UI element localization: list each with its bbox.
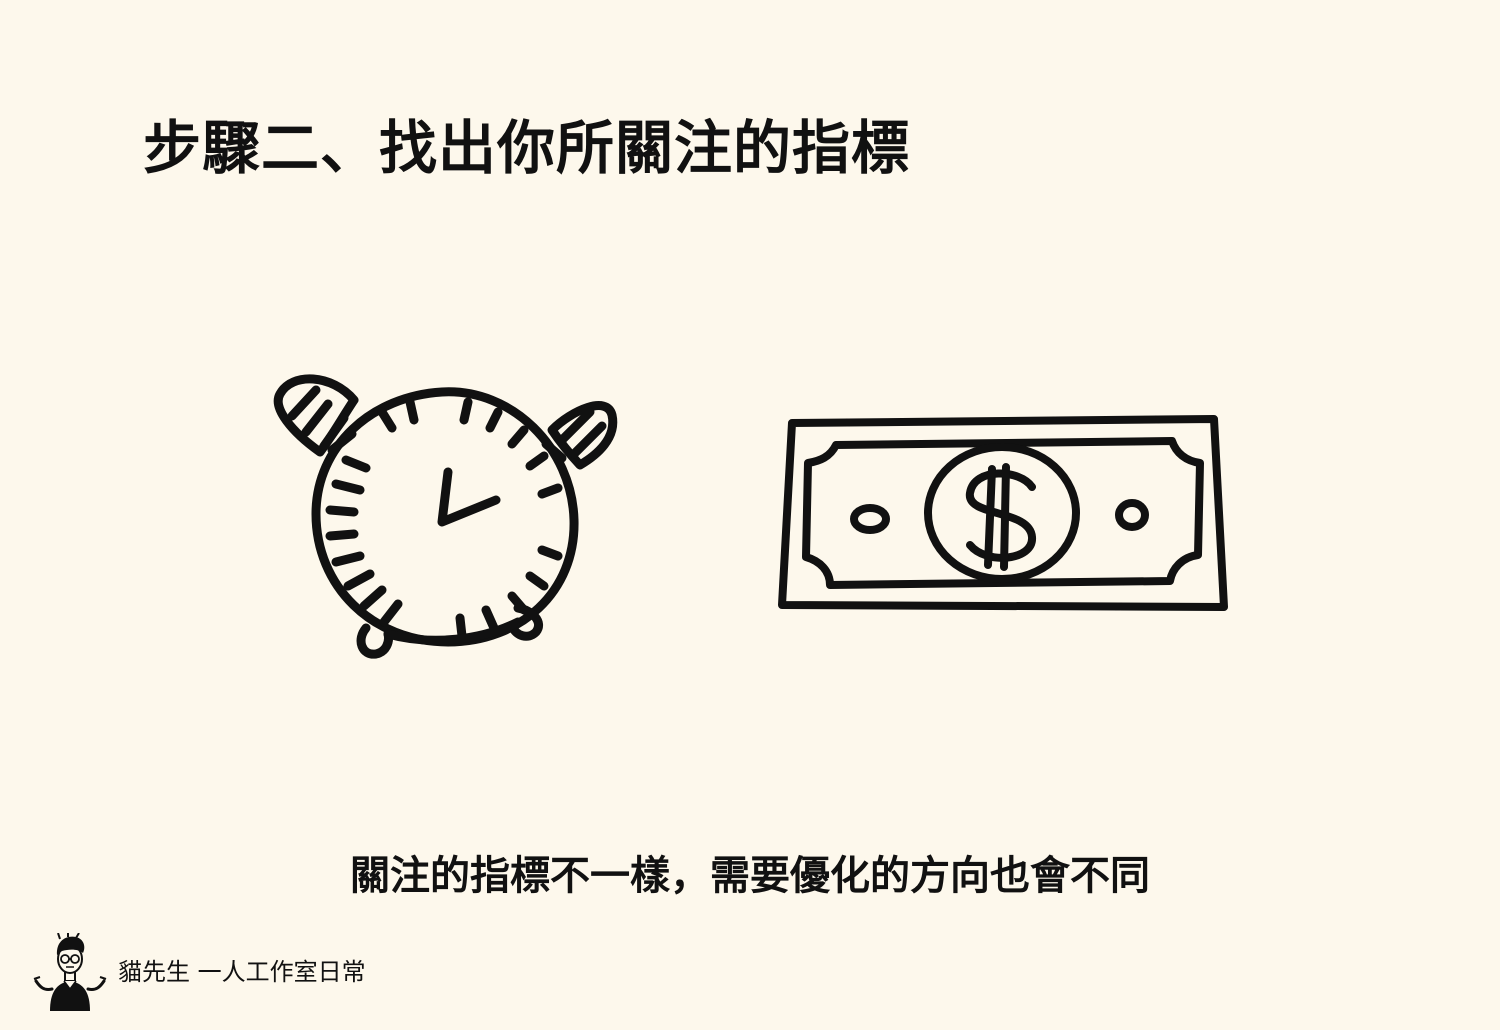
brand-name: 貓先生 一人工作室日常 <box>118 958 366 986</box>
slide-caption: 關注的指標不一樣，需要優化的方向也會不同 <box>350 852 1150 899</box>
dollar-bill-icon <box>778 415 1228 611</box>
slide-title: 步驟二、找出你所關注的指標 <box>143 114 911 182</box>
avatar <box>33 933 107 1011</box>
alarm-clock-icon <box>273 374 618 659</box>
footer: 貓先生 一人工作室日常 <box>32 932 366 1012</box>
